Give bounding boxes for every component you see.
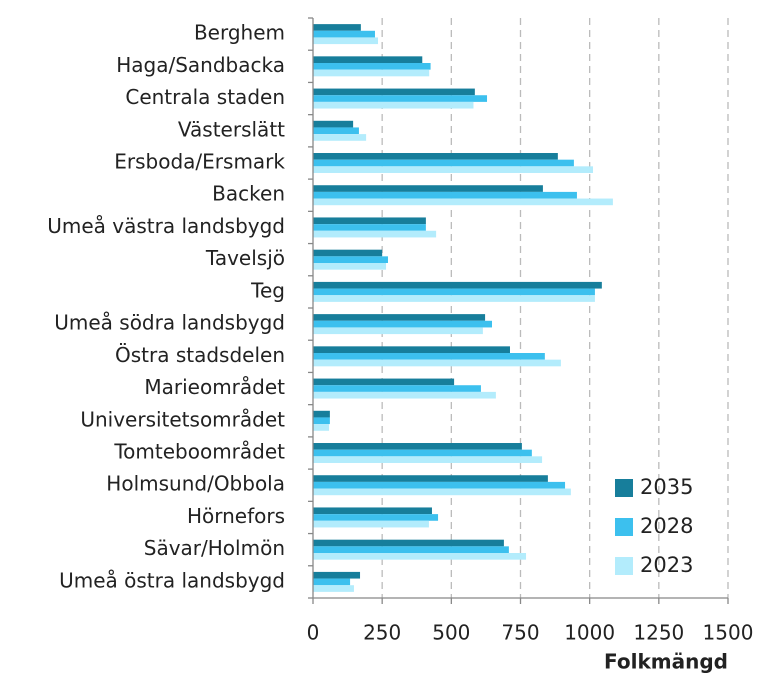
x-tick-label: 250 — [363, 621, 401, 645]
bar — [313, 295, 595, 302]
bar — [313, 153, 558, 160]
y-tick-label: Västerslätt — [178, 117, 285, 141]
bar — [313, 185, 543, 192]
bar — [313, 256, 388, 263]
x-axis-label: Folkmängd — [604, 650, 728, 674]
bar — [313, 378, 455, 386]
bar — [313, 585, 354, 592]
bar — [313, 191, 577, 199]
bar — [313, 63, 431, 70]
y-tick-label: Tavelsjö — [205, 246, 285, 270]
bar — [313, 262, 387, 270]
y-tick-label: Backen — [212, 182, 285, 206]
bar — [313, 385, 481, 392]
bar — [313, 488, 571, 496]
bar — [313, 88, 475, 96]
bar — [313, 320, 493, 328]
x-tick-label: 1500 — [703, 621, 754, 645]
legend-swatch — [615, 518, 633, 536]
bar — [313, 552, 527, 560]
bar — [313, 314, 486, 321]
legend-swatch — [615, 479, 633, 497]
bar — [313, 249, 383, 257]
x-tick-label: 500 — [432, 621, 470, 645]
bar — [313, 359, 561, 367]
x-tick-label: 750 — [501, 621, 539, 645]
bar — [313, 24, 361, 31]
bar — [313, 475, 548, 482]
y-tick-label: Haga/Sandbacka — [116, 53, 285, 77]
bar — [313, 166, 593, 173]
y-tick-label: Sävar/Holmön — [144, 536, 285, 560]
bar — [313, 288, 595, 296]
y-tick-label: Tomteboområdet — [113, 440, 285, 464]
bar — [313, 281, 602, 289]
y-tick-label: Centrala staden — [125, 85, 285, 109]
legend-label: 2028 — [640, 514, 693, 538]
y-tick-label: Berghem — [194, 21, 285, 45]
y-tick-label: Holmsund/Obbola — [106, 472, 285, 496]
bar — [313, 198, 613, 206]
y-tick-label: Ersboda/Ersmark — [114, 150, 285, 174]
bar — [313, 95, 488, 102]
y-tick-label: Teg — [250, 278, 285, 302]
bar — [313, 224, 426, 231]
bar — [313, 520, 429, 528]
legend-swatch — [615, 557, 633, 575]
x-tick-label: 1000 — [564, 621, 615, 645]
x-tick-label: 1250 — [633, 621, 684, 645]
bar — [313, 69, 430, 77]
bar — [313, 30, 375, 38]
bar — [313, 127, 359, 135]
bar — [313, 481, 566, 489]
bar — [313, 56, 423, 64]
y-tick-label: Universitetsområdet — [80, 407, 285, 431]
bar — [313, 327, 483, 335]
bar — [313, 37, 379, 45]
bar — [313, 391, 496, 399]
y-tick-label: Umeå södra landsbygd — [54, 311, 285, 335]
bar — [313, 449, 532, 457]
y-tick-label: Marieområdet — [144, 375, 285, 399]
bar — [313, 539, 504, 547]
bar — [313, 120, 354, 128]
bar — [313, 410, 330, 418]
bar — [313, 353, 545, 360]
bar — [313, 424, 330, 431]
bar — [313, 217, 426, 225]
y-tick-label: Umeå västra landsbygd — [47, 214, 285, 238]
bar — [313, 578, 351, 586]
bar — [313, 101, 474, 109]
bar — [313, 546, 509, 553]
y-tick-label: Hörnefors — [187, 504, 285, 528]
bar — [313, 134, 367, 141]
y-tick-label: Umeå östra landsbygd — [59, 568, 285, 592]
bar — [313, 443, 522, 450]
bar — [313, 346, 510, 354]
y-tick-label: Östra stadsdelen — [115, 343, 285, 367]
bar — [313, 456, 543, 463]
bar — [313, 417, 330, 425]
bar — [313, 159, 574, 167]
legend-label: 2023 — [640, 553, 693, 577]
bar — [313, 571, 361, 579]
bar — [313, 514, 439, 521]
x-tick-label: 0 — [307, 621, 320, 645]
bar — [313, 230, 437, 238]
legend-label: 2035 — [640, 475, 693, 499]
bar — [313, 507, 432, 515]
